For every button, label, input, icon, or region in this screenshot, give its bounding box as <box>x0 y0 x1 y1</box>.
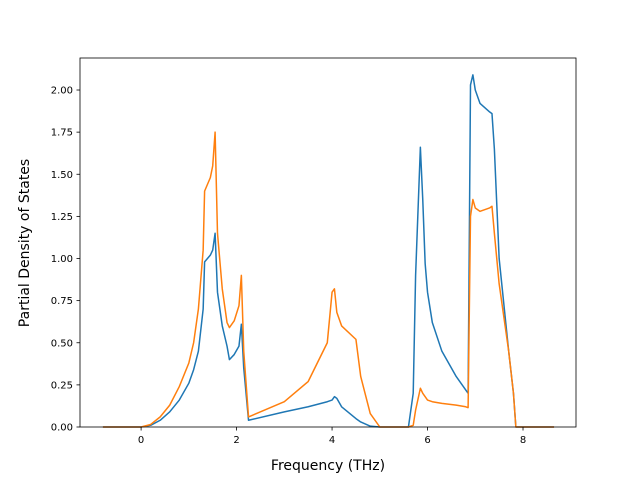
y-tick-label: 0.25 <box>51 380 73 391</box>
y-tick-label: 0.00 <box>51 423 73 434</box>
line-series <box>102 131 555 428</box>
x-tick-label: 8 <box>520 435 526 446</box>
y-tick-label: 1.25 <box>51 212 73 223</box>
y-tick-label: 0.50 <box>51 338 73 349</box>
y-tick-label: 0.75 <box>51 296 73 307</box>
x-tick-label: 2 <box>233 435 239 446</box>
line-series <box>102 74 555 428</box>
y-tick-label: 1.50 <box>51 170 73 181</box>
y-tick-label: 1.00 <box>51 254 73 265</box>
plot-frame <box>79 57 577 428</box>
y-axis-label: Partial Density of States <box>17 159 33 327</box>
y-tick-label: 1.75 <box>51 128 73 139</box>
x-axis-label: Frequency (THz) <box>271 458 385 474</box>
y-tick-label: 2.00 <box>51 86 73 97</box>
x-tick-label: 4 <box>329 435 335 446</box>
x-tick-label: 0 <box>138 435 144 446</box>
x-tick-label: 6 <box>424 435 430 446</box>
